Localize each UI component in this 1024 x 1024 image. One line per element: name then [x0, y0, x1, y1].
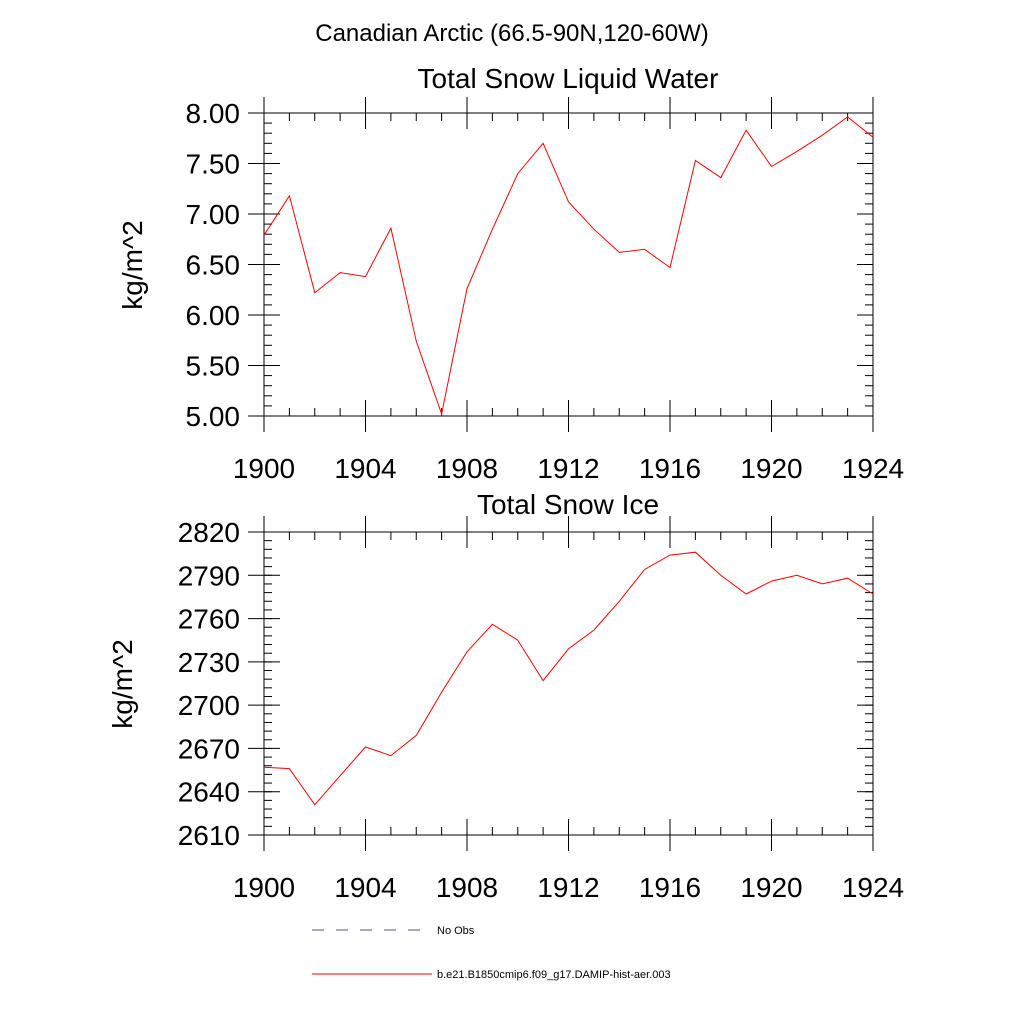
panel-title-snow-ice: Total Snow Ice [477, 489, 659, 520]
series-line [263, 116, 874, 416]
y-tick-label: 2760 [178, 604, 240, 635]
main-title: Canadian Arctic (66.5-90N,120-60W) [315, 20, 709, 47]
y-tick-label: 2700 [178, 690, 240, 721]
legend-label-no-obs: No Obs [437, 925, 475, 937]
x-tick-label: 1904 [334, 872, 396, 903]
y-tick-label: 2640 [178, 777, 240, 808]
x-tick-label: 1904 [334, 453, 396, 484]
y-tick-label: 7.50 [186, 149, 241, 180]
x-tick-label: 1912 [537, 872, 599, 903]
x-tick-label: 1916 [639, 872, 701, 903]
x-tick-label: 1920 [740, 453, 802, 484]
y-tick-label: 2820 [178, 517, 240, 548]
y-tick-label: 7.00 [186, 199, 241, 230]
x-tick-label: 1916 [639, 453, 701, 484]
y-tick-label: 5.00 [186, 401, 241, 432]
y-tick-label: 5.50 [186, 351, 241, 382]
y-tick-label: 2730 [178, 647, 240, 678]
x-tick-label: 1924 [842, 453, 904, 484]
plot-frame [263, 112, 874, 417]
panel-title-liquid-water: Total Snow Liquid Water [418, 63, 719, 94]
plot-frame [263, 531, 874, 836]
y-axis-label-liquid-water: kg/m^2 [117, 220, 148, 309]
legend-label-model-run: b.e21.B1850cmip6.f09_g17.DAMIP-hist-aer.… [437, 969, 671, 981]
x-tick-label: 1900 [233, 453, 295, 484]
y-tick-label: 6.00 [186, 300, 241, 331]
legend: No Obs b.e21.B1850cmip6.f09_g17.DAMIP-hi… [312, 925, 671, 981]
y-tick-label: 8.00 [186, 98, 241, 129]
y-tick-label: 2670 [178, 733, 240, 764]
x-tick-label: 1912 [537, 453, 599, 484]
x-tick-label: 1920 [740, 872, 802, 903]
x-tick-label: 1908 [436, 872, 498, 903]
series-line [263, 551, 874, 806]
y-tick-label: 6.50 [186, 250, 241, 281]
y-tick-label: 2790 [178, 560, 240, 591]
x-tick-label: 1900 [233, 872, 295, 903]
panel-snow-liquid-water: Total Snow Liquid Water kg/m^2 5.00 5.50 6… [117, 63, 904, 484]
y-axis-label-snow-ice: kg/m^2 [107, 639, 138, 728]
y-tick-label: 2610 [178, 820, 240, 851]
x-tick-label: 1908 [436, 453, 498, 484]
x-tick-label: 1924 [842, 872, 904, 903]
panel-snow-ice: Total Snow Ice kg/m^2 2610 2640 2670 2700 27… [107, 489, 904, 903]
